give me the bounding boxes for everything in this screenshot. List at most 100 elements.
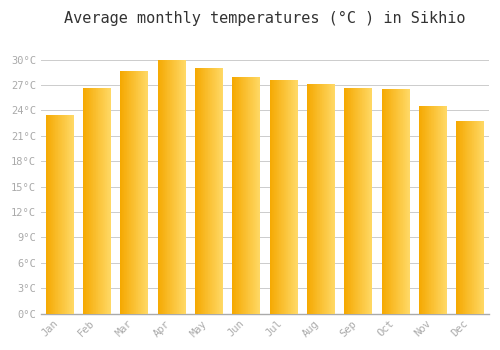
Bar bbox=[456, 121, 457, 314]
Bar bbox=[221, 68, 222, 314]
Bar bbox=[140, 71, 141, 314]
Bar bbox=[168, 60, 169, 314]
Bar bbox=[478, 121, 480, 314]
Bar bbox=[459, 121, 460, 314]
Bar bbox=[394, 89, 395, 314]
Bar bbox=[204, 68, 206, 314]
Bar bbox=[433, 106, 434, 314]
Bar bbox=[99, 89, 100, 314]
Bar bbox=[404, 89, 406, 314]
Bar bbox=[358, 89, 359, 314]
Bar bbox=[144, 71, 145, 314]
Bar bbox=[398, 89, 399, 314]
Bar bbox=[444, 106, 445, 314]
Bar bbox=[466, 121, 468, 314]
Bar bbox=[349, 89, 350, 314]
Bar bbox=[184, 60, 185, 314]
Bar bbox=[185, 60, 186, 314]
Bar bbox=[428, 106, 430, 314]
Bar bbox=[246, 77, 247, 314]
Bar bbox=[95, 89, 96, 314]
Bar bbox=[200, 68, 201, 314]
Bar bbox=[93, 89, 94, 314]
Bar bbox=[51, 115, 52, 314]
Bar bbox=[352, 89, 354, 314]
Bar bbox=[383, 89, 384, 314]
Bar bbox=[471, 121, 472, 314]
Bar bbox=[120, 71, 121, 314]
Bar bbox=[371, 89, 372, 314]
Bar bbox=[158, 60, 159, 314]
Bar bbox=[384, 89, 385, 314]
Bar bbox=[216, 68, 218, 314]
Bar bbox=[320, 84, 321, 314]
Bar bbox=[133, 71, 134, 314]
Bar bbox=[147, 71, 148, 314]
Bar bbox=[442, 106, 444, 314]
Bar bbox=[258, 77, 259, 314]
Bar bbox=[474, 121, 475, 314]
Bar bbox=[247, 77, 248, 314]
Bar bbox=[244, 77, 245, 314]
Bar bbox=[430, 106, 431, 314]
Bar bbox=[202, 68, 203, 314]
Bar bbox=[362, 89, 363, 314]
Bar bbox=[235, 77, 236, 314]
Bar bbox=[308, 84, 309, 314]
Bar bbox=[345, 89, 346, 314]
Bar bbox=[142, 71, 144, 314]
Bar bbox=[270, 80, 271, 314]
Bar bbox=[174, 60, 175, 314]
Bar bbox=[408, 89, 409, 314]
Bar bbox=[125, 71, 126, 314]
Bar bbox=[397, 89, 398, 314]
Bar bbox=[463, 121, 464, 314]
Bar bbox=[289, 80, 290, 314]
Bar bbox=[311, 84, 312, 314]
Bar bbox=[464, 121, 466, 314]
Bar bbox=[132, 71, 133, 314]
Bar bbox=[100, 89, 101, 314]
Bar bbox=[327, 84, 328, 314]
Bar bbox=[477, 121, 478, 314]
Bar bbox=[131, 71, 132, 314]
Bar bbox=[360, 89, 361, 314]
Bar bbox=[323, 84, 324, 314]
Bar bbox=[351, 89, 352, 314]
Bar bbox=[104, 89, 106, 314]
Bar bbox=[88, 89, 90, 314]
Bar bbox=[307, 84, 308, 314]
Bar bbox=[102, 89, 104, 314]
Bar bbox=[220, 68, 221, 314]
Bar bbox=[319, 84, 320, 314]
Bar bbox=[361, 89, 362, 314]
Bar bbox=[313, 84, 314, 314]
Bar bbox=[164, 60, 166, 314]
Bar bbox=[126, 71, 128, 314]
Bar bbox=[387, 89, 388, 314]
Bar bbox=[438, 106, 439, 314]
Bar bbox=[195, 68, 196, 314]
Bar bbox=[473, 121, 474, 314]
Bar bbox=[46, 115, 47, 314]
Bar bbox=[424, 106, 425, 314]
Bar bbox=[175, 60, 176, 314]
Bar bbox=[386, 89, 387, 314]
Bar bbox=[214, 68, 215, 314]
Bar bbox=[407, 89, 408, 314]
Bar bbox=[295, 80, 296, 314]
Bar bbox=[350, 89, 351, 314]
Bar bbox=[170, 60, 171, 314]
Bar bbox=[324, 84, 325, 314]
Bar bbox=[457, 121, 458, 314]
Bar bbox=[272, 80, 273, 314]
Bar bbox=[278, 80, 280, 314]
Bar bbox=[420, 106, 421, 314]
Bar bbox=[159, 60, 160, 314]
Bar bbox=[180, 60, 182, 314]
Bar bbox=[128, 71, 130, 314]
Bar bbox=[146, 71, 147, 314]
Bar bbox=[468, 121, 469, 314]
Bar bbox=[322, 84, 323, 314]
Bar bbox=[347, 89, 348, 314]
